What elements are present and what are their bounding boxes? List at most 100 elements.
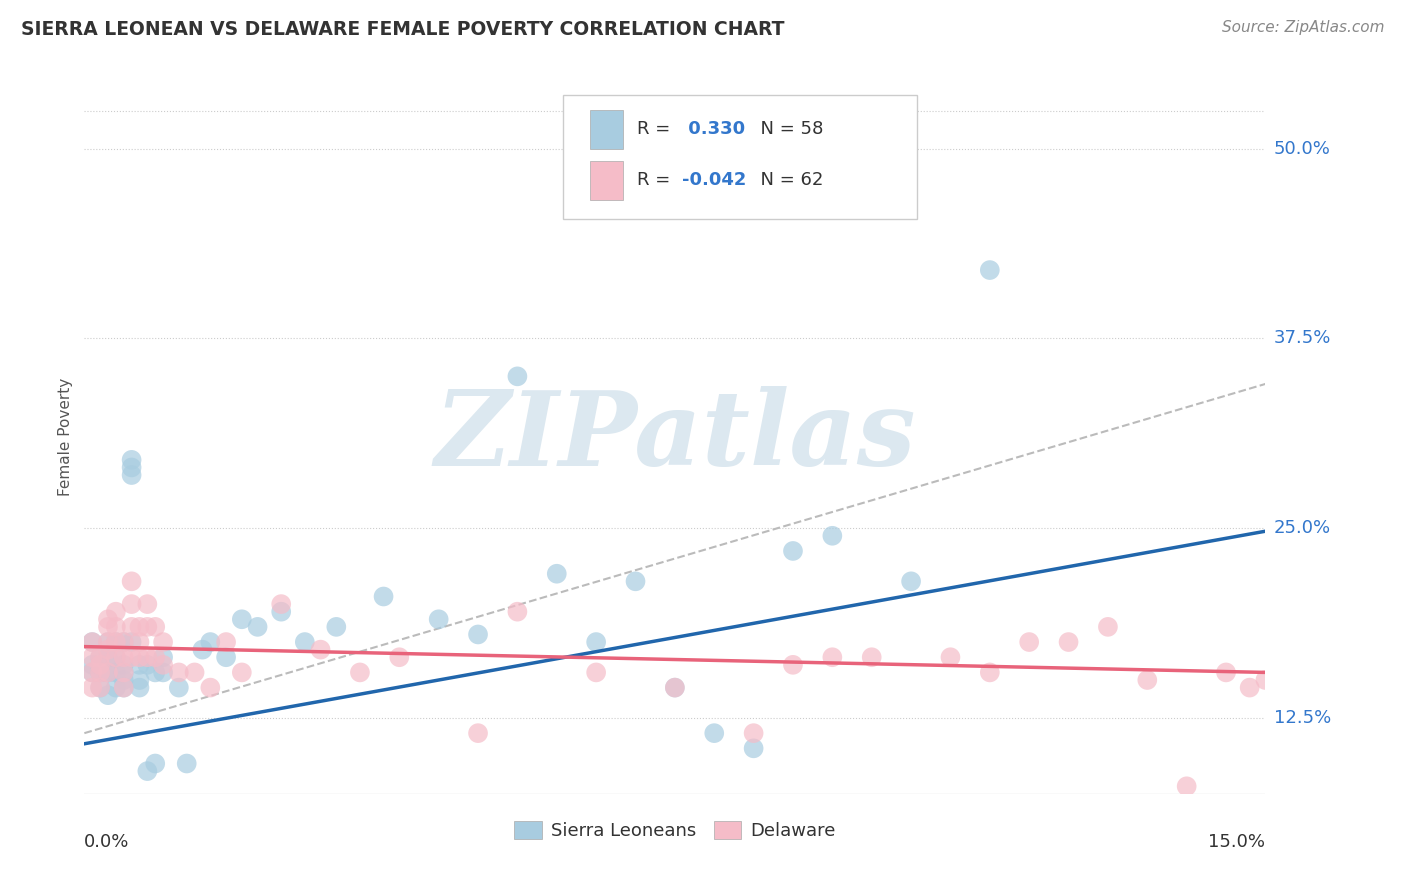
Point xyxy=(325,620,347,634)
Point xyxy=(112,635,135,649)
Point xyxy=(136,620,159,634)
Point xyxy=(89,681,111,695)
Point xyxy=(294,635,316,649)
Point xyxy=(152,657,174,672)
Point xyxy=(900,574,922,589)
Point xyxy=(546,566,568,581)
Point xyxy=(860,650,883,665)
Point xyxy=(128,657,150,672)
Point xyxy=(104,605,127,619)
Point xyxy=(143,665,166,680)
Point xyxy=(89,650,111,665)
Point xyxy=(167,665,190,680)
Point xyxy=(121,597,143,611)
Point xyxy=(624,574,647,589)
Point xyxy=(128,673,150,687)
Point xyxy=(270,605,292,619)
Point xyxy=(176,756,198,771)
Point xyxy=(121,635,143,649)
Point xyxy=(309,642,332,657)
Point xyxy=(97,642,120,657)
Text: Source: ZipAtlas.com: Source: ZipAtlas.com xyxy=(1222,20,1385,35)
Point xyxy=(200,635,222,649)
Point xyxy=(104,620,127,634)
Text: 37.5%: 37.5% xyxy=(1274,329,1331,347)
Point xyxy=(152,650,174,665)
Point xyxy=(82,650,104,665)
Text: 15.0%: 15.0% xyxy=(1208,833,1265,851)
Point xyxy=(97,665,120,680)
Point xyxy=(89,657,111,672)
Point xyxy=(136,764,159,778)
Point xyxy=(82,665,104,680)
FancyBboxPatch shape xyxy=(591,110,623,149)
Text: 50.0%: 50.0% xyxy=(1274,140,1330,158)
Point xyxy=(89,665,111,680)
Legend: Sierra Leoneans, Delaware: Sierra Leoneans, Delaware xyxy=(505,812,845,849)
Point xyxy=(104,681,127,695)
Point xyxy=(112,681,135,695)
Point xyxy=(128,620,150,634)
Point xyxy=(349,665,371,680)
Point xyxy=(191,642,214,657)
Y-axis label: Female Poverty: Female Poverty xyxy=(58,378,73,496)
Point xyxy=(104,650,127,665)
Point xyxy=(427,612,450,626)
Point xyxy=(89,665,111,680)
Point xyxy=(1136,673,1159,687)
Point xyxy=(143,620,166,634)
Point xyxy=(128,681,150,695)
Point xyxy=(136,597,159,611)
Point xyxy=(506,369,529,384)
Point xyxy=(112,657,135,672)
Point xyxy=(821,650,844,665)
Point xyxy=(128,635,150,649)
Text: 12.5%: 12.5% xyxy=(1274,709,1331,727)
Point xyxy=(97,635,120,649)
Point xyxy=(121,620,143,634)
Point xyxy=(703,726,725,740)
Point xyxy=(82,681,104,695)
Point xyxy=(97,650,120,665)
Point xyxy=(97,665,120,680)
Point xyxy=(82,665,104,680)
Text: 25.0%: 25.0% xyxy=(1274,519,1331,537)
Point xyxy=(183,665,205,680)
Point xyxy=(136,657,159,672)
Point xyxy=(215,635,238,649)
Point xyxy=(89,650,111,665)
Text: ZIPatlas: ZIPatlas xyxy=(434,386,915,488)
Point xyxy=(246,620,269,634)
Point xyxy=(143,650,166,665)
Point xyxy=(82,657,104,672)
Point xyxy=(467,726,489,740)
Point xyxy=(152,635,174,649)
Point xyxy=(1097,620,1119,634)
Point xyxy=(104,665,127,680)
Point xyxy=(1057,635,1080,649)
Point xyxy=(467,627,489,641)
Text: N = 62: N = 62 xyxy=(749,171,824,189)
Point xyxy=(136,650,159,665)
Point xyxy=(97,612,120,626)
Point xyxy=(506,605,529,619)
Point xyxy=(782,657,804,672)
Point xyxy=(82,635,104,649)
Point xyxy=(121,650,143,665)
Point xyxy=(167,681,190,695)
Text: R =: R = xyxy=(637,120,676,137)
Point xyxy=(121,460,143,475)
Point xyxy=(97,665,120,680)
Point xyxy=(742,741,765,756)
Point xyxy=(97,620,120,634)
Point xyxy=(231,665,253,680)
Point xyxy=(585,635,607,649)
FancyBboxPatch shape xyxy=(591,161,623,200)
Point xyxy=(664,681,686,695)
Point xyxy=(97,635,120,649)
Point xyxy=(231,612,253,626)
Point xyxy=(664,681,686,695)
Point xyxy=(121,468,143,483)
Text: N = 58: N = 58 xyxy=(749,120,824,137)
Text: 0.0%: 0.0% xyxy=(84,833,129,851)
